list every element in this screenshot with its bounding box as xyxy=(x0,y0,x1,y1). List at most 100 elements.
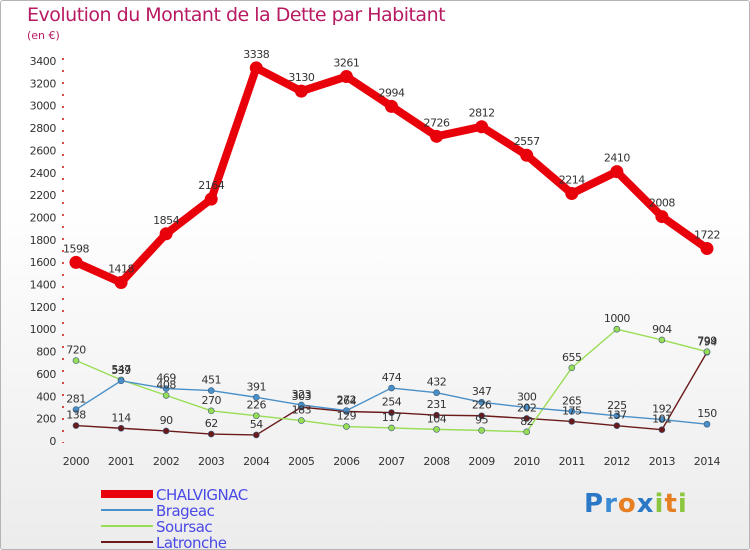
x-tick-label: 2006 xyxy=(333,455,360,468)
data-label: 281 xyxy=(66,393,86,406)
data-label: 799 xyxy=(697,335,717,348)
data-point xyxy=(478,412,485,420)
data-point xyxy=(72,422,80,429)
data-point xyxy=(433,426,440,433)
data-point xyxy=(207,387,215,394)
data-point xyxy=(658,336,666,344)
data-label: 114 xyxy=(111,411,131,424)
logo-letter: o xyxy=(617,489,637,519)
data-label: 2557 xyxy=(514,135,540,148)
data-point xyxy=(162,392,170,399)
data-point xyxy=(207,430,215,438)
data-label: 231 xyxy=(427,398,447,411)
data-label: 192 xyxy=(652,403,672,416)
data-point xyxy=(613,412,621,420)
data-point xyxy=(703,348,711,356)
data-label: 323 xyxy=(292,388,312,401)
data-point xyxy=(655,210,669,224)
data-label: 391 xyxy=(247,380,267,393)
data-point xyxy=(388,384,395,392)
data-label: 2214 xyxy=(559,174,585,187)
data-label: 226 xyxy=(472,399,492,412)
data-point xyxy=(343,423,350,430)
data-point xyxy=(433,389,440,397)
x-tick-label: 2005 xyxy=(288,455,315,468)
legend-swatch xyxy=(101,490,153,498)
series-soursac xyxy=(72,325,711,436)
series-chalvignac xyxy=(69,61,714,290)
data-point xyxy=(523,404,531,411)
data-label: 794 xyxy=(697,335,717,348)
data-label: 225 xyxy=(607,399,627,412)
data-label: 202 xyxy=(517,401,537,414)
y-tick-label: 1200 xyxy=(30,301,57,314)
x-tick-label: 2012 xyxy=(604,455,630,468)
data-point xyxy=(568,418,576,425)
x-tick-label: 2004 xyxy=(243,455,270,468)
data-point xyxy=(298,417,305,424)
y-tick-label: 2200 xyxy=(30,189,57,202)
data-label: 54 xyxy=(250,418,263,431)
data-label: 226 xyxy=(247,399,267,412)
data-point xyxy=(162,385,170,392)
x-tick-label: 2008 xyxy=(423,455,450,468)
data-point xyxy=(72,406,80,413)
data-point xyxy=(565,187,579,201)
data-label: 2164 xyxy=(198,179,224,192)
x-tick-label: 2014 xyxy=(694,455,721,468)
y-tick-label: 2000 xyxy=(30,211,57,224)
x-tick-label: 2013 xyxy=(649,455,676,468)
data-point xyxy=(114,276,128,290)
data-label: 117 xyxy=(382,411,402,424)
y-tick-label: 800 xyxy=(36,346,56,359)
data-label: 90 xyxy=(160,414,173,427)
logo-letter: t xyxy=(664,489,678,519)
legend-swatch xyxy=(101,541,153,543)
data-label: 1000 xyxy=(604,312,630,325)
data-label: 3261 xyxy=(333,57,359,70)
legend-label: CHALVIGNAC xyxy=(156,486,248,504)
legend-label: Brageac xyxy=(156,502,215,520)
x-tick-label: 2002 xyxy=(153,455,179,468)
data-label: 3130 xyxy=(288,71,314,84)
data-label: 2726 xyxy=(424,116,450,129)
chart-axes: 0 200 400 600 800 1000 1200 1400 1600 1800 2000 220… xyxy=(30,55,721,468)
proxiti-logo: Proxiti xyxy=(584,489,688,519)
chart-unit-label: (en €) xyxy=(27,29,60,42)
data-point xyxy=(384,99,398,113)
data-label: 539 xyxy=(111,364,131,377)
x-tick-label: 2003 xyxy=(198,455,225,468)
data-label: 3338 xyxy=(243,48,269,61)
chart-title: Evolution du Montant de la Dette par Hab… xyxy=(27,4,446,26)
data-label: 2994 xyxy=(378,86,404,99)
data-point xyxy=(298,401,305,409)
data-point xyxy=(388,424,395,432)
data-label: 129 xyxy=(337,410,357,423)
data-point xyxy=(703,420,711,428)
data-label: 655 xyxy=(562,351,582,364)
data-point xyxy=(343,407,350,414)
data-point xyxy=(610,165,624,179)
data-point xyxy=(613,422,621,429)
data-point xyxy=(117,377,125,385)
y-tick-label: 2600 xyxy=(30,144,57,157)
data-point xyxy=(252,412,260,420)
data-point xyxy=(72,357,80,364)
y-tick-label: 2800 xyxy=(30,122,57,135)
x-tick-label: 2011 xyxy=(559,455,585,468)
data-label: 547 xyxy=(111,363,131,376)
data-label: 432 xyxy=(427,376,447,389)
data-label: 2812 xyxy=(469,107,495,120)
data-label: 1722 xyxy=(694,229,720,242)
data-label: 95 xyxy=(475,413,488,426)
data-point xyxy=(117,424,125,432)
data-point xyxy=(700,242,714,256)
data-label: 408 xyxy=(156,378,176,391)
data-point xyxy=(159,227,173,241)
logo-letter: r xyxy=(604,489,618,519)
data-point xyxy=(568,364,576,372)
data-point xyxy=(430,129,444,143)
data-label: 264 xyxy=(337,394,357,407)
y-tick-label: 400 xyxy=(36,390,56,403)
